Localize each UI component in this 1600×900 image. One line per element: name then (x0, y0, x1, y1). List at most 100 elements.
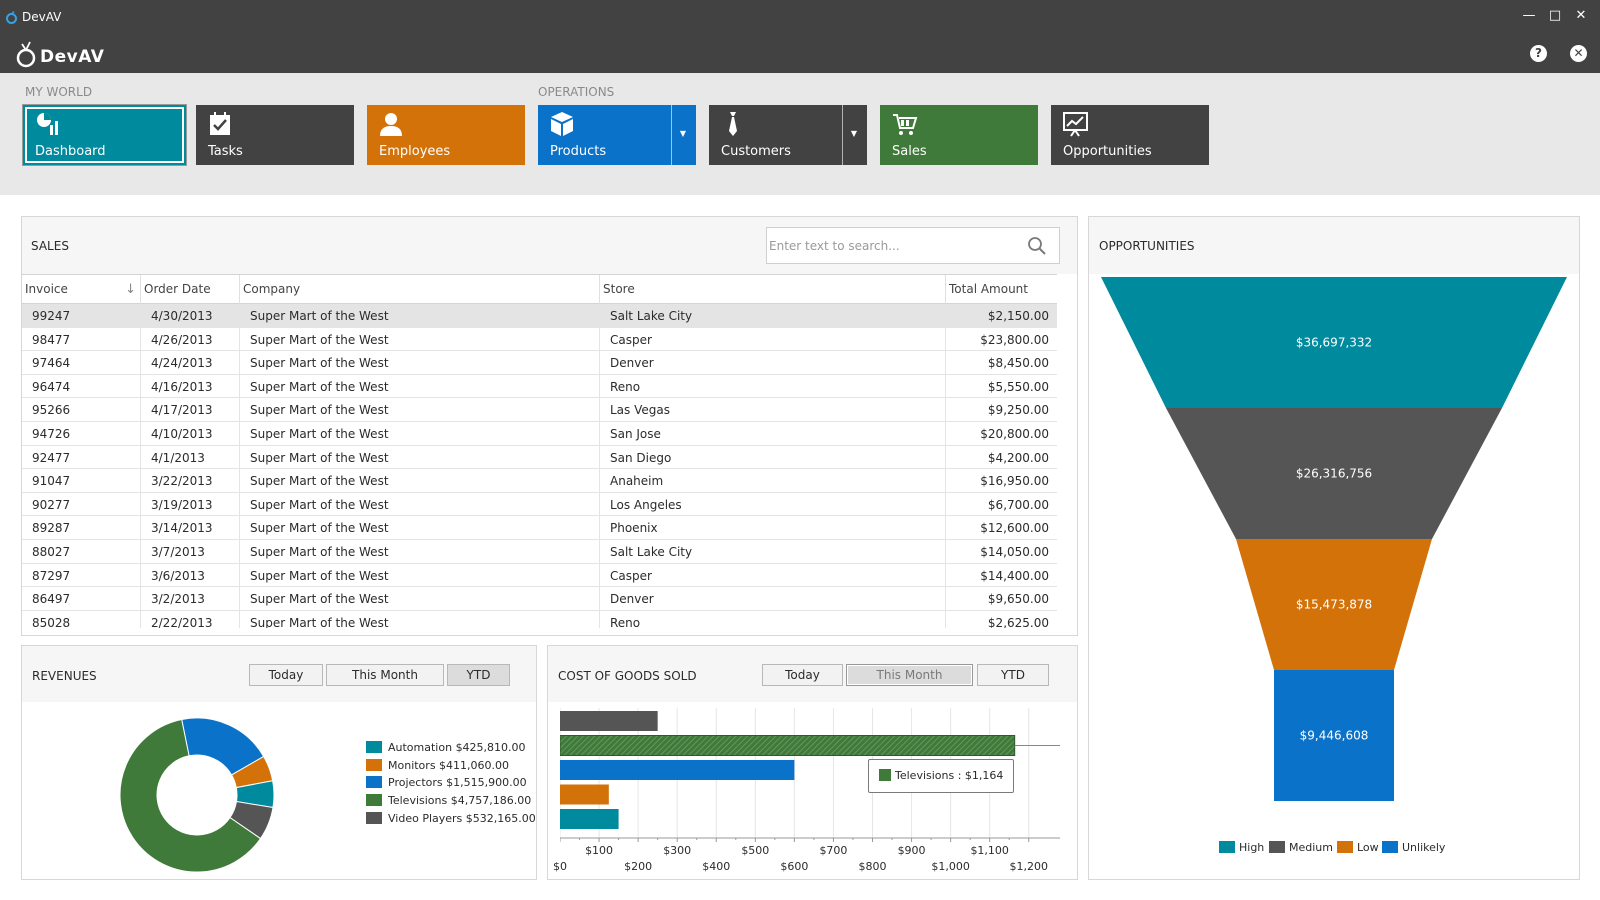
employee-icon (380, 113, 402, 136)
table-row[interactable]: 89287 3/14/2013 Super Mart of the West Phoe… (22, 516, 1057, 540)
opportunities-title: OPPORTUNITIES (1099, 239, 1195, 253)
revenues-tab-ytd[interactable]: YTD (447, 664, 510, 686)
cell-invoice: 95266 (22, 398, 141, 422)
cell-store: Casper (600, 563, 946, 587)
tile-customers[interactable]: Customers ▼ (709, 105, 867, 165)
revenues-donut-chart (119, 717, 275, 873)
tasks-icon (210, 112, 230, 135)
minimize-button[interactable]: — (1522, 8, 1536, 23)
title-bar: DevAV — □ ✕ DevAV ? ✕ (0, 0, 1600, 73)
products-dropdown-icon[interactable]: ▼ (679, 129, 687, 138)
bar-televisions[interactable] (560, 735, 1016, 756)
cell-invoice: 88027 (22, 539, 141, 563)
close-app-button[interactable]: ✕ (1570, 45, 1587, 62)
revenues-tab-today[interactable]: Today (249, 664, 323, 686)
cell-invoice: 97464 (22, 351, 141, 375)
cell-total-amount: $4,200.00 (987, 450, 1049, 465)
maximize-button[interactable]: □ (1548, 8, 1562, 23)
funnel-segment-low[interactable] (1236, 539, 1432, 670)
cell-store: Reno (600, 610, 946, 628)
tile-sales[interactable]: Sales (880, 105, 1038, 165)
column-header-company[interactable]: Company (240, 275, 600, 304)
help-button[interactable]: ? (1530, 45, 1547, 62)
table-row[interactable]: 90277 3/19/2013 Super Mart of the West Los … (22, 492, 1057, 517)
tie-icon (729, 112, 737, 136)
cell-total-amount: $5,550.00 (987, 379, 1049, 394)
sales-panel: SALES Enter text to search... Invoice ↓ … (21, 216, 1078, 636)
bar-monitors[interactable] (560, 784, 609, 805)
column-header-invoice[interactable]: Invoice ↓ (22, 275, 141, 304)
legend-swatch (366, 758, 382, 771)
donut-slice-televisions[interactable] (119, 718, 262, 873)
revenues-panel: REVENUES Today This Month YTD Automation… (21, 645, 537, 880)
legend-label: Monitors $411,060.00 (388, 758, 510, 772)
legend-label: Medium (1289, 841, 1333, 854)
cogs-tab-ytd[interactable]: YTD (977, 664, 1049, 686)
table-row[interactable]: 87297 3/6/2013 Super Mart of the West Caspe… (22, 563, 1057, 588)
cogs-tab-today[interactable]: Today (762, 664, 843, 686)
tile-employees-label: Employees (379, 144, 451, 159)
table-row[interactable]: 95266 4/17/2013 Super Mart of the West Las … (22, 398, 1057, 422)
column-header-total-amount[interactable]: Total Amount (949, 282, 1028, 296)
funnel-segment-high[interactable] (1101, 277, 1567, 408)
table-row[interactable]: 91047 3/22/2013 Super Mart of the West Anah… (22, 469, 1057, 493)
legend-swatch (366, 776, 382, 789)
cell-order-date: 3/7/2013 (141, 539, 240, 563)
table-row[interactable]: 94726 4/10/2013 Super Mart of the West San … (22, 421, 1057, 446)
x-tick-label: $700 (819, 844, 848, 857)
cell-company: Super Mart of the West (240, 587, 600, 611)
revenues-tab-this-month[interactable]: This Month (326, 664, 444, 686)
cell-total-amount: $14,050.00 (980, 544, 1049, 559)
tile-tasks[interactable]: Tasks (196, 105, 354, 165)
cell-total-amount: $9,650.00 (987, 592, 1049, 607)
funnel-value-label: $9,446,608 (1300, 729, 1369, 743)
legend-item: Video Players $532,165.00 (366, 811, 536, 826)
cell-invoice: 91047 (22, 469, 141, 493)
grid-rows: 99247 4/30/2013 Super Mart of the West Salt… (22, 304, 1057, 628)
funnel-segment-medium[interactable] (1166, 408, 1502, 539)
bar-video-players[interactable] (560, 711, 658, 731)
tile-opportunities-label: Opportunities (1063, 144, 1152, 159)
legend-item: Projectors $1,515,900.00 (366, 776, 527, 790)
cart-icon (893, 114, 918, 135)
group-label-my-world: MY WORLD (25, 85, 93, 99)
table-row[interactable]: 88027 3/7/2013 Super Mart of the West Salt … (22, 539, 1057, 564)
tile-employees[interactable]: Employees (367, 105, 525, 165)
devav-logo-icon (16, 41, 36, 68)
search-box[interactable]: Enter text to search... (766, 227, 1060, 264)
table-row[interactable]: 97464 4/24/2013 Super Mart of the West Denv… (22, 351, 1057, 375)
table-row[interactable]: 92477 4/1/2013 Super Mart of the West San D… (22, 445, 1057, 470)
column-header-order-date[interactable]: Order Date (141, 275, 240, 304)
legend-label: Unlikely (1402, 841, 1446, 854)
column-header-store[interactable]: Store (600, 275, 946, 304)
funnel-segment-unlikely[interactable] (1274, 670, 1394, 801)
revenues-title: REVENUES (32, 669, 97, 683)
table-row[interactable]: 85028 2/22/2013 Super Mart of the West Reno… (22, 610, 1057, 628)
search-input[interactable]: Enter text to search... (769, 239, 900, 253)
search-icon[interactable] (1027, 236, 1047, 256)
x-tick-label: $900 (897, 844, 926, 857)
bar-automation[interactable] (560, 809, 619, 829)
table-row[interactable]: 99247 4/30/2013 Super Mart of the West Salt… (22, 304, 1057, 328)
cogs-tab-this-month[interactable]: This Month (846, 664, 973, 686)
tile-products[interactable]: Products ▼ (538, 105, 696, 165)
tile-dashboard[interactable]: Dashboard (23, 105, 186, 165)
table-row[interactable]: 98477 4/26/2013 Super Mart of the West Casp… (22, 327, 1057, 352)
legend-label: Low (1357, 841, 1379, 854)
legend-label: High (1239, 841, 1265, 854)
x-tick-label: $1,100 (970, 844, 1009, 857)
opportunities-funnel-chart: $36,697,332 $26,316,756 $15,473,878 $9,446,… (1101, 277, 1567, 801)
table-row[interactable]: 96474 4/16/2013 Super Mart of the West Reno… (22, 374, 1057, 399)
table-row[interactable]: 86497 3/2/2013 Super Mart of the West Denve… (22, 587, 1057, 611)
customers-dropdown-icon[interactable]: ▼ (850, 129, 858, 138)
close-window-button[interactable]: ✕ (1575, 8, 1587, 23)
cell-company: Super Mart of the West (240, 492, 600, 516)
legend-item: Monitors $411,060.00 (366, 758, 510, 773)
cell-company: Super Mart of the West (240, 516, 600, 540)
legend-swatch (366, 794, 382, 807)
bar-projectors[interactable] (560, 760, 795, 780)
navigation-ribbon: MY WORLD OPERATIONS Dashboard Tasks Empl… (0, 73, 1600, 195)
tile-opportunities[interactable]: Opportunities (1051, 105, 1209, 165)
x-tick-label: $600 (780, 860, 809, 873)
cell-invoice: 92477 (22, 445, 141, 469)
